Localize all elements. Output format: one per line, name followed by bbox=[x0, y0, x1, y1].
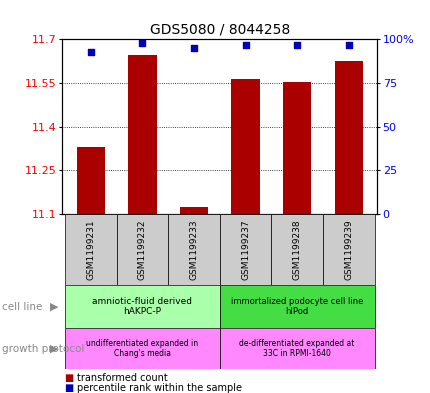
Point bbox=[138, 40, 145, 46]
Text: GSM1199231: GSM1199231 bbox=[86, 219, 95, 280]
Text: GSM1199238: GSM1199238 bbox=[292, 219, 301, 280]
Bar bbox=[322, 214, 374, 285]
Text: ▶: ▶ bbox=[49, 344, 58, 354]
Point bbox=[344, 41, 351, 48]
Bar bbox=[231, 79, 259, 214]
Text: GSM1199233: GSM1199233 bbox=[189, 219, 198, 280]
Text: GSM1199232: GSM1199232 bbox=[138, 219, 147, 280]
Bar bbox=[283, 82, 310, 214]
Text: GSM1199237: GSM1199237 bbox=[240, 219, 249, 280]
Title: GDS5080 / 8044258: GDS5080 / 8044258 bbox=[149, 23, 289, 37]
Text: ▶: ▶ bbox=[49, 301, 58, 312]
Bar bbox=[65, 328, 219, 369]
Bar bbox=[168, 214, 219, 285]
Text: de-differentiated expanded at
33C in RPMI-1640: de-differentiated expanded at 33C in RPM… bbox=[239, 339, 354, 358]
Bar bbox=[219, 214, 271, 285]
Text: cell line: cell line bbox=[2, 301, 43, 312]
Text: growth protocol: growth protocol bbox=[2, 344, 84, 354]
Bar bbox=[219, 328, 374, 369]
Point bbox=[190, 45, 197, 51]
Text: amniotic-fluid derived
hAKPC-P: amniotic-fluid derived hAKPC-P bbox=[92, 297, 192, 316]
Bar bbox=[271, 214, 322, 285]
Bar bbox=[128, 55, 156, 214]
Text: immortalized podocyte cell line
hIPod: immortalized podocyte cell line hIPod bbox=[230, 297, 362, 316]
Text: transformed count: transformed count bbox=[77, 373, 167, 383]
Text: ■: ■ bbox=[64, 383, 73, 393]
Point bbox=[87, 48, 94, 55]
Bar bbox=[179, 207, 208, 214]
Text: percentile rank within the sample: percentile rank within the sample bbox=[77, 383, 241, 393]
Bar bbox=[65, 285, 219, 328]
Text: GSM1199239: GSM1199239 bbox=[344, 219, 353, 280]
Bar bbox=[77, 147, 105, 214]
Bar bbox=[334, 61, 362, 214]
Bar bbox=[117, 214, 168, 285]
Bar bbox=[219, 285, 374, 328]
Text: ■: ■ bbox=[64, 373, 73, 383]
Text: undifferentiated expanded in
Chang's media: undifferentiated expanded in Chang's med… bbox=[86, 339, 198, 358]
Point bbox=[293, 41, 300, 48]
Point bbox=[242, 41, 249, 48]
Bar bbox=[65, 214, 117, 285]
